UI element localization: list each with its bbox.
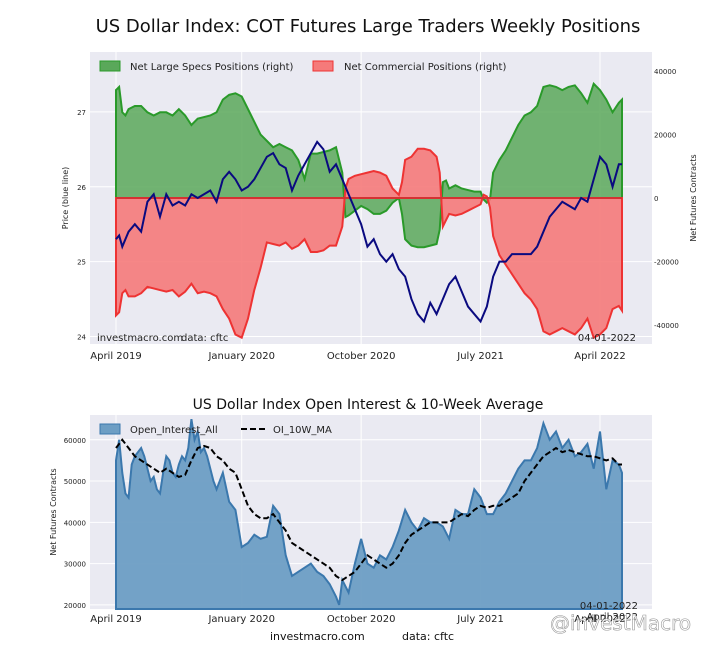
top-yleft-tick-1: 25 [77,259,86,267]
bottom-date-label: 04-01-2022 [580,601,638,612]
bottom-overlap-label: April 2022 [587,612,638,623]
top-yright-tick-2: 0 [654,195,658,203]
top-yright-tick-4: 40000 [654,68,676,76]
price-line [115,140,622,324]
top-yleft-tick-2: 26 [77,184,86,192]
top-x-tick-1: January 2020 [207,351,275,362]
legend-label-comm: Net Commercial Positions (right) [344,62,506,73]
footer-source: investmacro.com [270,630,365,643]
bottom-y-tick-4: 60000 [64,437,86,445]
bottom-x-tick-0: April 2019 [90,614,141,625]
top-yleft-tick-0: 24 [77,334,86,342]
top-source-label: investmacro.com [97,333,183,344]
bottom-x-tick-2: October 2020 [327,614,396,625]
top-x-tick-0: April 2019 [90,351,141,362]
top-yright-tick-3: 20000 [654,132,676,140]
legend-label-ma: OI_10W_MA [273,425,332,436]
bottom-title: US Dollar Index Open Interest & 10-Week … [193,397,544,413]
bottom-axis-label: Net Futures Contracts [49,468,58,555]
top-x-tick-4: April 2022 [574,351,625,362]
legend-swatch-comm [312,60,334,72]
bottom-x-tick-1: January 2020 [207,614,275,625]
top-panel: April 2019 January 2020 October 2020 July 2… [61,52,698,362]
top-data-label: data: cftc [181,333,228,344]
legend-label-oi: Open_Interest_All [130,425,218,436]
specs-area [115,81,623,249]
top-right-axis-label: Net Futures Contracts [689,154,698,241]
top-yleft-tick-3: 27 [77,109,86,117]
top-yright-tick-0: -40000 [654,322,679,330]
bottom-y-tick-3: 50000 [64,478,86,486]
footer-data: data: cftc [402,630,454,643]
top-left-axis-label: Price (blue line) [61,167,70,230]
legend-label-specs: Net Large Specs Positions (right) [130,62,294,73]
bottom-y-tick-1: 30000 [64,561,86,569]
oi-area [115,418,623,610]
legend-swatch-oi [99,423,121,435]
ma-line [115,438,622,582]
watermark: @investMacro [550,611,691,635]
bottom-panel: April 2019 January 2020 October 2020 July 2… [49,415,652,625]
bottom-y-tick-0: 20000 [64,602,86,610]
top-x-tick-3: July 2021 [456,351,504,362]
top-yright-tick-1: -20000 [654,258,679,266]
top-legend: Net Large Specs Positions (right) Net Co… [99,60,506,73]
top-date-label: 04-01-2022 [578,333,636,344]
bottom-x-tick-3: July 2021 [456,614,504,625]
top-y-left-ticks: 24 25 26 27 [77,109,86,342]
bottom-y-tick-2: 40000 [64,519,86,527]
bottom-x-tick-4: April 2022 [574,614,625,625]
top-x-tick-2: October 2020 [327,351,396,362]
top-y-right-ticks: -40000 -20000 0 20000 40000 [654,68,679,330]
bottom-y-ticks: 20000 30000 40000 50000 60000 [64,437,86,610]
top-x-ticks: April 2019 January 2020 October 2020 July 2… [90,351,625,362]
comm-area [115,147,623,340]
bottom-legend: Open_Interest_All OI_10W_MA [99,423,332,436]
main-title: US Dollar Index: COT Futures Large Trade… [96,16,641,37]
legend-swatch-specs [99,60,121,72]
bottom-x-ticks: April 2019 January 2020 October 2020 July 2… [90,614,625,625]
